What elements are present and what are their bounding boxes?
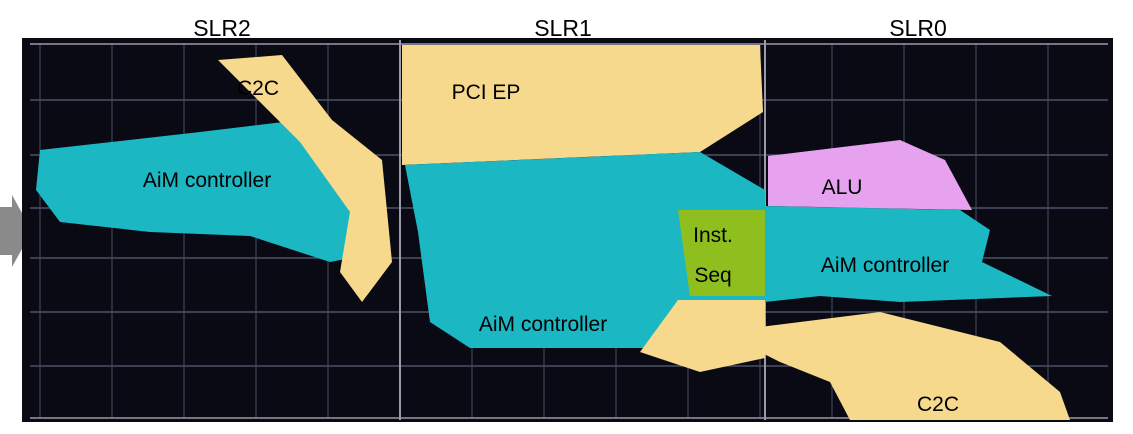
region-label: AiM controller [479,313,607,336]
region-label: C2C [917,393,959,416]
region-label: PCI EP [452,81,521,104]
slr-label: SLR2 [193,15,251,41]
region-label: AiM controller [143,169,271,192]
slr-label: SLR0 [889,15,947,41]
region-label: C2C [237,77,279,100]
region-label: AiM controller [821,254,949,277]
region-label: Inst. [693,224,733,247]
region-label: ALU [822,176,863,199]
region-label: Seq [694,264,731,287]
slr-label: SLR1 [534,15,592,41]
floorplan-figure: SLR2 SLR1 SLR0 C2C PCI EP AiM controller… [0,0,1133,434]
